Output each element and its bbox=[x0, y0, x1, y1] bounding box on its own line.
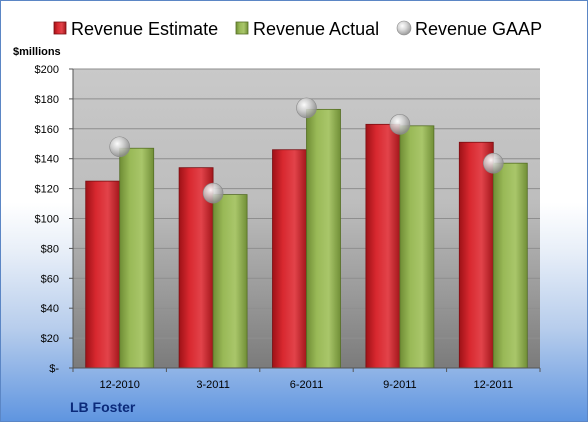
x-tick-label: 6-2011 bbox=[290, 379, 323, 391]
bar-revenue-actual-6-2011 bbox=[306, 108, 341, 369]
y-tick-label: $160 bbox=[35, 124, 59, 136]
bar-revenue-actual-12-2011 bbox=[492, 162, 528, 369]
y-tick-label: $180 bbox=[35, 94, 59, 106]
bar-revenue-estimate-12-2011 bbox=[458, 141, 494, 369]
y-axis-unit-label: $millions bbox=[13, 46, 61, 58]
bar-revenue-estimate-9-2011 bbox=[365, 123, 401, 369]
point-revenue-gaap-12-2010 bbox=[109, 136, 130, 158]
y-tick-label: $80 bbox=[41, 243, 59, 255]
y-tick-label: $120 bbox=[35, 184, 59, 196]
y-tick-label: $140 bbox=[35, 154, 59, 166]
y-tick-label: $200 bbox=[35, 64, 59, 76]
x-tick-label: 12-2011 bbox=[474, 379, 514, 391]
point-revenue-gaap-3-2011 bbox=[202, 182, 224, 204]
bar-revenue-actual-3-2011 bbox=[212, 194, 248, 369]
point-revenue-gaap-9-2011 bbox=[389, 114, 411, 135]
legend-label: Revenue GAAP bbox=[415, 19, 542, 39]
x-tick-label: 9-2011 bbox=[383, 379, 416, 391]
legend-label: Revenue Actual bbox=[253, 19, 379, 39]
y-tick-label: $60 bbox=[41, 273, 59, 285]
company-name: LB Foster bbox=[70, 399, 136, 415]
bar-revenue-estimate-12-2010 bbox=[85, 180, 121, 369]
legend-swatch bbox=[53, 21, 67, 35]
y-tick-label: $- bbox=[49, 363, 59, 375]
legend-swatch bbox=[396, 20, 412, 36]
point-revenue-gaap-12-2011 bbox=[482, 152, 504, 174]
legend-label: Revenue Estimate bbox=[71, 19, 218, 39]
y-tick-label: $20 bbox=[41, 333, 59, 345]
bar-revenue-actual-9-2011 bbox=[399, 125, 435, 369]
x-tick-label: 12-2010 bbox=[100, 379, 140, 391]
point-revenue-gaap-6-2011 bbox=[296, 97, 317, 119]
y-tick-label: $40 bbox=[41, 303, 59, 315]
bar-revenue-actual-12-2010 bbox=[119, 147, 155, 369]
y-tick-label: $100 bbox=[35, 214, 59, 226]
legend-swatch bbox=[235, 21, 249, 35]
legend: Revenue Estimate Revenue Actual Revenue GA… bbox=[53, 19, 542, 39]
bar-revenue-estimate-6-2011 bbox=[272, 149, 307, 369]
x-tick-label: 3-2011 bbox=[196, 379, 229, 391]
